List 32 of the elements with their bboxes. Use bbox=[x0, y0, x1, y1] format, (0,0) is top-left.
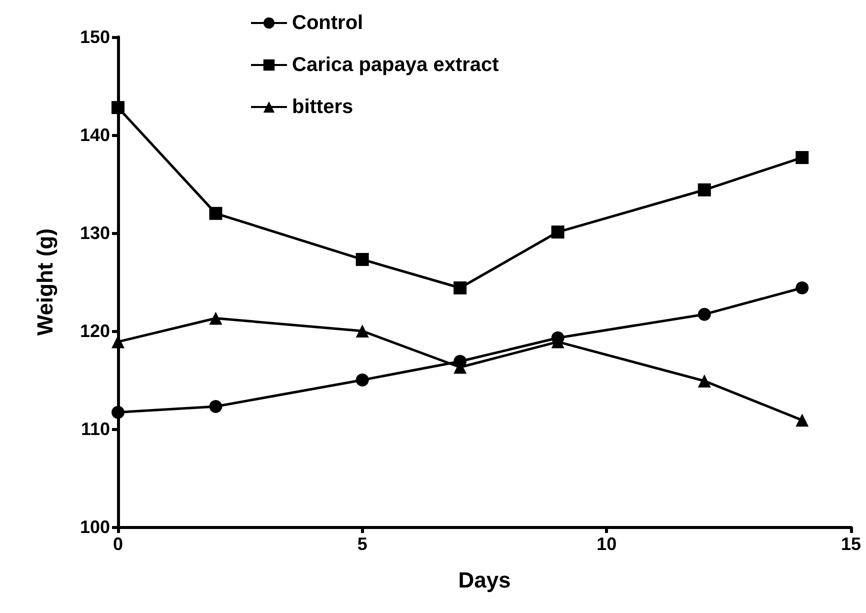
x-tick-label: 10 bbox=[596, 534, 617, 554]
y-tick-label: 110 bbox=[80, 419, 110, 439]
point bbox=[454, 281, 467, 294]
legend-label: Carica papaya extract bbox=[292, 54, 500, 76]
x-axis-title: Days bbox=[458, 568, 511, 592]
point bbox=[698, 374, 711, 388]
x-tick-label: 5 bbox=[357, 534, 368, 554]
y-tick-label: 150 bbox=[80, 27, 110, 47]
point bbox=[112, 335, 124, 348]
point bbox=[356, 374, 369, 386]
y-tick-label: 100 bbox=[80, 517, 110, 537]
point bbox=[698, 308, 711, 321]
point bbox=[209, 400, 222, 413]
point bbox=[356, 252, 369, 266]
legend-label: bitters bbox=[292, 96, 354, 118]
point bbox=[112, 101, 124, 114]
x-tick-label: 15 bbox=[840, 534, 862, 554]
y-axis-title: Weight (g) bbox=[32, 228, 58, 336]
point bbox=[356, 324, 369, 338]
point bbox=[796, 151, 809, 164]
point bbox=[796, 414, 809, 427]
point bbox=[698, 183, 711, 196]
point bbox=[209, 312, 222, 325]
point bbox=[551, 226, 564, 239]
y-tick-label: 140 bbox=[80, 125, 110, 145]
x-tick-label: 0 bbox=[112, 534, 124, 554]
y-tick-label: 130 bbox=[80, 223, 110, 243]
y-tick-label: 120 bbox=[80, 321, 110, 341]
point bbox=[112, 406, 124, 419]
point bbox=[209, 206, 222, 220]
legend-label: Control bbox=[292, 12, 364, 34]
point bbox=[796, 281, 809, 294]
